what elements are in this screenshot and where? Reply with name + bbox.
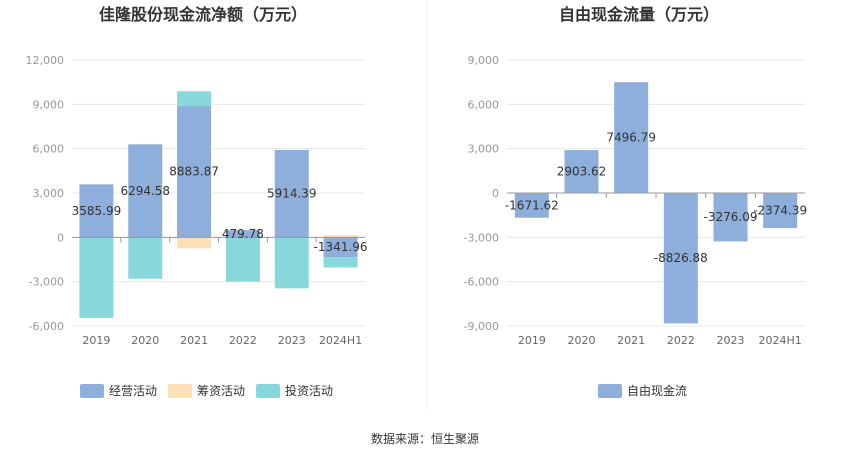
data-label: 479.78	[222, 227, 264, 241]
bar-自由现金流-2022[interactable]	[663, 193, 698, 324]
bar-自由现金流-2024H1[interactable]	[763, 193, 798, 229]
data-label: -3276.09	[704, 210, 758, 224]
y-tick-label: 9,000	[468, 54, 500, 67]
bar-投资活动-2020[interactable]	[128, 237, 163, 279]
data-label: 7496.79	[606, 131, 656, 145]
y-tick-label: 0	[492, 187, 499, 200]
y-tick-label: 0	[57, 231, 64, 244]
legend-label[interactable]: 自由现金流	[627, 383, 687, 398]
bar-投资活动-2024H1[interactable]	[323, 257, 358, 268]
bar-经营活动-2019[interactable]	[79, 184, 114, 238]
x-tick-label: 2021	[180, 334, 208, 347]
x-tick-label: 2019	[518, 334, 546, 347]
x-tick-label: 2024H1	[759, 334, 802, 347]
x-tick-label: 2020	[131, 334, 159, 347]
data-label: 2903.62	[557, 165, 607, 179]
legend-swatch[interactable]	[256, 384, 280, 398]
bar-经营活动-2022[interactable]	[225, 230, 260, 238]
data-label: -1671.62	[505, 198, 559, 212]
bar-自由现金流-2020[interactable]	[564, 150, 599, 193]
data-source-note: 数据来源：恒生聚源	[371, 431, 479, 446]
chart1-title: 佳隆股份现金流净额（万元）	[99, 5, 307, 24]
y-tick-label: -9,000	[464, 320, 499, 333]
bar-投资活动-2019[interactable]	[79, 237, 114, 318]
chart1-plot: -6,000 -3,000 0 3,000 6,000 9,000 12,000 2019 20…	[26, 54, 368, 347]
bar-投资活动-2021[interactable]	[177, 91, 212, 107]
bar-自由现金流-2023[interactable]	[713, 193, 748, 242]
bar-经营活动-2023[interactable]	[274, 149, 309, 238]
bar-筹资活动-2024H1[interactable]	[323, 235, 358, 238]
x-tick-label: 2023	[278, 334, 306, 347]
data-label: 5914.39	[267, 187, 317, 201]
bar-自由现金流-2019[interactable]	[514, 193, 549, 218]
legend-label[interactable]: 筹资活动	[197, 384, 245, 398]
x-tick-label: 2024H1	[319, 334, 362, 347]
legend-swatch[interactable]	[168, 384, 192, 398]
x-tick-label: 2022	[667, 334, 695, 347]
y-tick-label: -6,000	[464, 276, 499, 289]
x-tick-label: 2021	[617, 334, 645, 347]
y-tick-label: 3,000	[468, 143, 500, 156]
y-tick-label: 6,000	[33, 143, 65, 156]
y-tick-label: 12,000	[26, 54, 65, 67]
x-tick-label: 2022	[229, 334, 257, 347]
data-label: 8883.87	[169, 165, 219, 179]
legend-label[interactable]: 投资活动	[285, 383, 333, 398]
bar-投资活动-2022[interactable]	[225, 237, 260, 282]
x-tick-label: 2023	[717, 334, 745, 347]
legend-swatch[interactable]	[80, 384, 104, 398]
chart1-legend: 经营活动 筹资活动 投资活动	[80, 383, 333, 398]
bar-经营活动-2020[interactable]	[128, 144, 163, 238]
bar-投资活动-2023[interactable]	[274, 237, 309, 289]
y-tick-label: 6,000	[468, 98, 500, 111]
data-label: -8826.88	[654, 251, 708, 265]
y-tick-label: 9,000	[33, 98, 65, 111]
data-label: -1341.96	[314, 240, 368, 254]
x-tick-label: 2020	[568, 334, 596, 347]
chart2-plot: -9,000 -6,000 -3,000 0 3,000 6,000 9,000 2019 20…	[464, 54, 808, 347]
y-tick-label: 3,000	[33, 187, 65, 200]
bar-筹资活动-2021[interactable]	[177, 237, 212, 249]
bar-经营活动-2024H1[interactable]	[323, 237, 358, 258]
y-tick-label: -3,000	[464, 231, 499, 244]
bar-经营活动-2021[interactable]	[177, 106, 212, 238]
y-tick-label: -6,000	[29, 320, 64, 333]
bar-自由现金流-2021[interactable]	[614, 82, 649, 193]
data-label: -2374.39	[753, 204, 807, 218]
chart2-legend: 自由现金流	[598, 383, 687, 398]
chart2-title: 自由现金流量（万元）	[559, 5, 719, 24]
legend-label[interactable]: 经营活动	[109, 384, 157, 398]
x-tick-label: 2019	[82, 334, 110, 347]
y-tick-label: -3,000	[29, 276, 64, 289]
data-label: 6294.58	[120, 184, 170, 198]
data-label: 3585.99	[72, 204, 122, 218]
legend-swatch[interactable]	[598, 384, 622, 398]
